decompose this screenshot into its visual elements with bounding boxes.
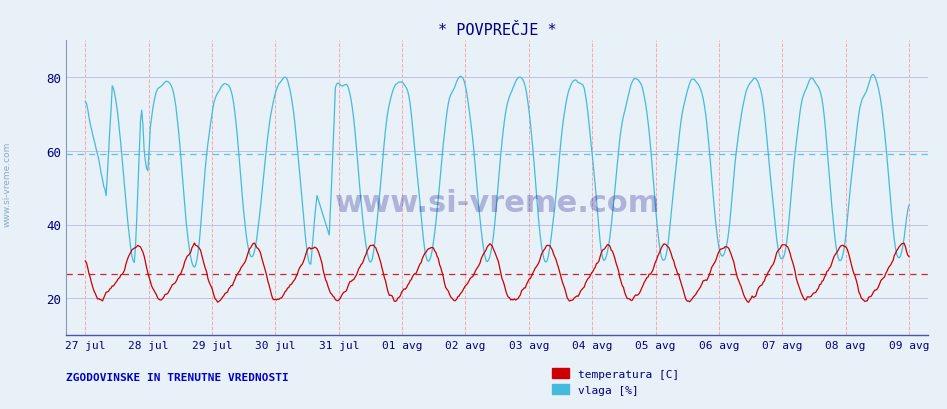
Text: www.si-vreme.com: www.si-vreme.com xyxy=(3,142,12,227)
Legend: temperatura [C], vlaga [%]: temperatura [C], vlaga [%] xyxy=(547,364,684,399)
Title: * POVPREČJE *: * POVPREČJE * xyxy=(438,23,557,38)
Text: www.si-vreme.com: www.si-vreme.com xyxy=(334,189,660,217)
Text: ZGODOVINSKE IN TRENUTNE VREDNOSTI: ZGODOVINSKE IN TRENUTNE VREDNOSTI xyxy=(66,372,289,382)
